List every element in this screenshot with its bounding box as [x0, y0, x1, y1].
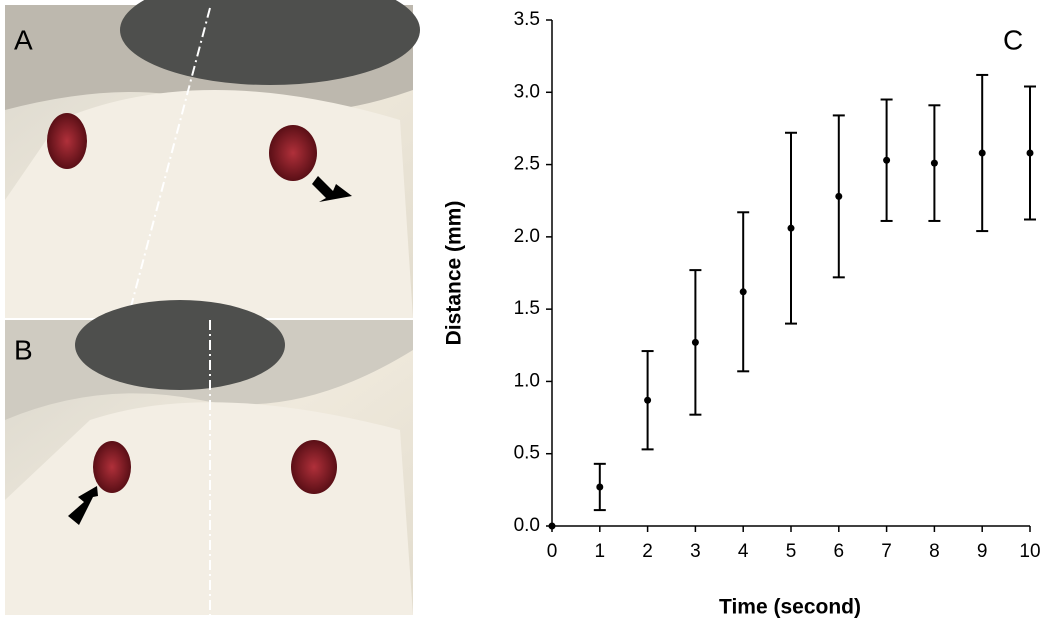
y-tick-label: 2.5: [514, 154, 540, 175]
y-tick-label: 2.0: [514, 226, 540, 247]
panel-label: B: [14, 334, 33, 365]
x-tick-label: 0: [547, 541, 558, 562]
panel-label: A: [14, 24, 33, 55]
x-tick-label: 10: [1019, 541, 1040, 562]
point: [596, 483, 604, 491]
x-axis-title: Time (second): [719, 596, 861, 619]
x-tick-label: 8: [929, 541, 940, 562]
y-axis-title: Distance (mm): [443, 201, 466, 346]
x-tick-label: 1: [595, 541, 606, 562]
x-tick-label: 7: [881, 541, 892, 562]
x-tick-label: 4: [738, 541, 749, 562]
x-tick-label: 5: [786, 541, 797, 562]
point: [1026, 149, 1034, 157]
x-tick-label: 9: [977, 541, 988, 562]
point: [930, 159, 938, 167]
y-tick-label: 1.0: [514, 370, 540, 391]
point: [835, 192, 843, 200]
panel-label: C: [1003, 24, 1023, 55]
y-tick-label: 3.0: [514, 81, 540, 102]
point: [883, 156, 891, 164]
y-tick-label: 0.0: [514, 515, 540, 536]
y-tick-label: 3.5: [514, 9, 540, 30]
point: [978, 149, 986, 157]
y-tick-label: 1.5: [514, 298, 540, 319]
x-tick-label: 3: [690, 541, 701, 562]
point: [739, 288, 747, 296]
x-tick-label: 2: [642, 541, 653, 562]
point: [787, 224, 795, 232]
point: [644, 396, 652, 404]
point: [691, 338, 699, 346]
point: [548, 522, 556, 530]
photo-b: B: [5, 300, 413, 615]
y-tick-label: 0.5: [514, 443, 540, 464]
photo-a: A: [5, 0, 420, 319]
x-tick-label: 6: [834, 541, 845, 562]
